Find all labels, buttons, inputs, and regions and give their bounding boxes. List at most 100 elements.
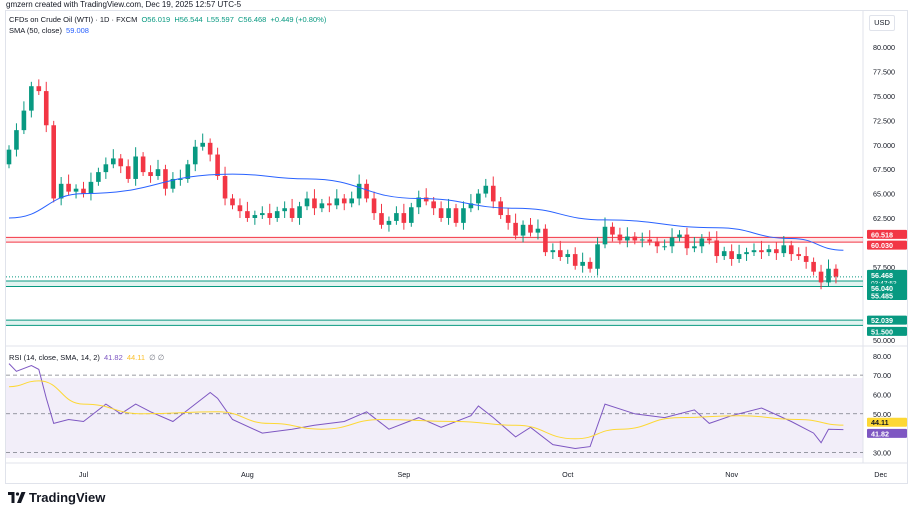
resistance-label-lower-bg [867,240,907,250]
candle-body [833,268,839,277]
candle-body [818,271,824,283]
candle-body [312,198,317,209]
candle-body [729,251,734,259]
candle-body [200,142,205,147]
candle-body [677,234,682,238]
candle-body [446,208,451,218]
sma-line [8,173,844,251]
candle-body [483,185,489,194]
candle-body [409,207,414,223]
candle-body [565,254,571,258]
ohlc-low: L55.597 [206,15,234,24]
last-price-label: 56.468 [871,271,893,280]
candle-body [386,220,392,225]
candle-body [43,91,49,126]
price-tick-label: 77.500 [873,68,895,77]
candle-body [155,169,161,177]
candle-body [625,236,630,241]
support-zone-upper [6,281,863,287]
candle-body [550,250,556,253]
currency-button[interactable]: USD [869,15,895,31]
candle-body [558,250,563,258]
support-label-3: 52.039 [871,316,893,325]
symbol-name[interactable]: CFDs on Crude Oil (WTI) · 1D · FXCM [9,15,138,24]
rsi-tick-label: 50.00 [873,410,891,419]
candle-body [379,213,384,225]
rsi-band-fill [6,378,863,458]
candle-body [125,166,131,179]
last-price-label-bg [867,269,907,287]
candle-body [349,198,354,204]
candle-body [260,213,265,216]
candle-body [297,206,302,218]
tradingview-logo[interactable]: TradingView [8,490,105,505]
candle-body [759,250,764,253]
support-label-4: 51.500 [871,327,893,336]
rsi-tick-label: 80.00 [873,352,891,361]
rsi-tick-label: 60.00 [873,390,891,399]
time-tick-label: Nov [725,470,738,479]
tradingview-wordmark: TradingView [29,490,106,505]
candle-body [245,211,250,218]
candle-body [431,201,436,209]
candle-body [774,249,779,254]
support-zone-lower [6,320,863,326]
candle-body [796,254,801,257]
price-tick-label: 50.000 [873,336,895,345]
candle-body [826,268,831,283]
rsi-label[interactable]: RSI (14, close, SMA, 14, 2) [9,353,100,362]
candle-body [192,146,198,165]
rsi-tick-label: 30.00 [873,448,891,457]
candle-body [133,156,138,179]
candle-body [662,246,667,248]
candle-body [587,261,593,269]
candle-body [803,256,809,262]
sma-label[interactable]: SMA (50, close) [9,26,62,35]
candle-body [178,178,183,180]
candle-body [490,185,496,202]
time-tick-label: Aug [241,470,254,479]
candle-body [81,188,86,194]
support-label-4-bg [867,326,907,336]
rsi-sma-value: 44.11 [126,353,146,362]
candle-body [207,142,213,155]
candle-body [513,222,518,236]
candle-body [572,254,578,266]
candle-body [163,169,168,189]
candle-body [781,245,787,254]
time-tick-label: Oct [562,470,573,479]
candle-body [699,238,705,247]
candle-body [66,183,71,192]
candle-body [617,234,623,241]
support-label-1: 56.040 [871,284,893,293]
price-tick-label: 62.500 [873,214,895,223]
candle-body [543,228,548,253]
candle-body [692,246,697,249]
candle-body [319,203,325,209]
candle-body [528,224,533,233]
tradingview-logo-icon [8,492,26,503]
candle-body [811,261,816,272]
candle-body [751,250,757,253]
price-tick-label: 75.000 [873,92,895,101]
candle-body [356,183,362,199]
resistance-zone [6,237,863,243]
candle-body [364,183,369,199]
candle-body [148,172,153,177]
price-tick-label: 72.500 [873,116,895,125]
candle-body [476,193,481,204]
time-tick-label: Dec [874,470,887,479]
candle-body [170,178,176,189]
candle-body [394,213,399,221]
price-tick-label: 57.500 [873,263,895,272]
rsi-axis-label-bg [867,428,907,438]
candle-body [58,183,64,199]
candle-body [29,86,34,111]
support-label-1-bg [867,283,907,293]
candle-body [520,224,526,236]
candle-body [252,215,258,218]
candle-body [282,208,287,212]
candle-body [230,198,235,206]
candle-body [371,198,377,214]
